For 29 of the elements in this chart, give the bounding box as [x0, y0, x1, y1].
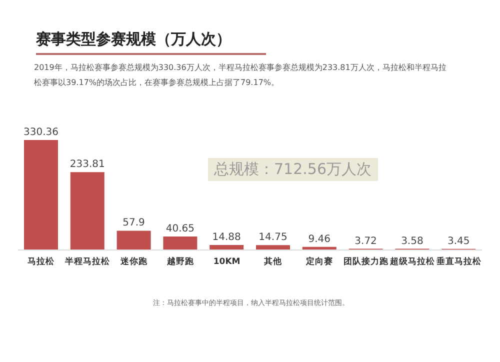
bar — [210, 245, 244, 250]
x-tick-label: 其他 — [263, 256, 284, 268]
annotation: 总规模：712.56万人次 — [208, 158, 378, 181]
data-label: 14.75 — [258, 232, 288, 244]
chart-subtitle: 2019年，马拉松赛事参赛总规模为330.36万人次，半程马拉松赛事参赛总规模为233.81万人次，马拉松和半程马拉松赛事以39.17%的场次占比，在赛事参赛总规模上占据了79.17%。 — [34, 62, 448, 89]
data-label: 330.36 — [24, 127, 58, 138]
x-tick-label: 垂直马拉松 — [435, 256, 482, 268]
data-label: 3.72 — [354, 236, 377, 247]
x-tick-label: 迷你跑 — [120, 256, 148, 268]
x-tick-label: 半程马拉松 — [64, 256, 112, 268]
data-label: 3.45 — [447, 236, 470, 247]
chart-title: 赛事类型参赛规模（万人次） — [36, 30, 231, 49]
bar — [70, 172, 104, 250]
bar — [256, 245, 290, 250]
x-tick-label: 超级马拉松 — [388, 256, 436, 268]
x-tick-label: 团队接力跑 — [344, 256, 390, 268]
data-label: 9.46 — [308, 234, 331, 245]
data-label: 40.65 — [166, 223, 195, 234]
x-tick-label: 定向赛 — [305, 256, 334, 268]
data-label: 14.88 — [212, 232, 241, 244]
x-tick-label: 越野跑 — [166, 256, 195, 268]
bar — [163, 236, 198, 250]
data-label: 233.81 — [70, 159, 105, 170]
data-label: 57.9 — [122, 218, 145, 229]
data-label: 3.58 — [401, 236, 424, 247]
bar — [116, 230, 151, 250]
x-tick-label: 马拉松 — [28, 256, 56, 268]
x-tick-label: 10KM — [213, 257, 240, 268]
bar — [24, 140, 58, 250]
